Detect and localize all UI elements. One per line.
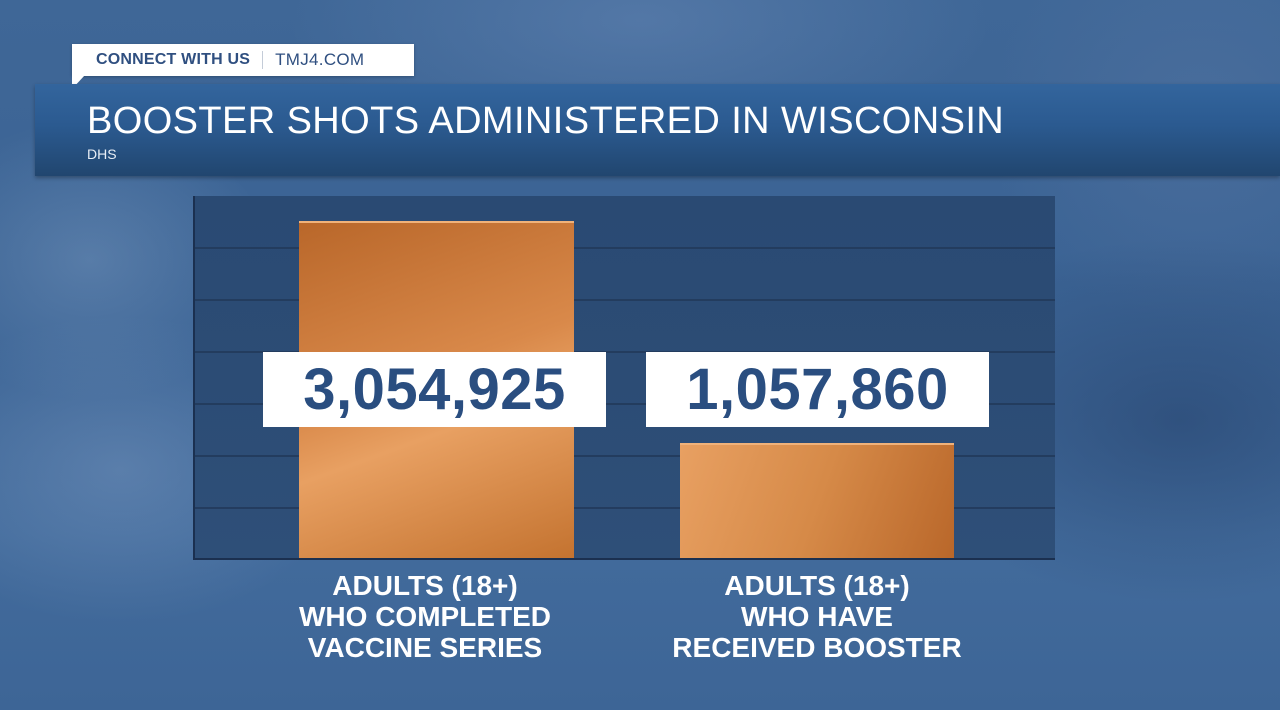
- title-bar: BOOSTER SHOTS ADMINISTERED IN WISCONSIN …: [35, 84, 1280, 176]
- category-line: WHO COMPLETED: [299, 601, 551, 632]
- connect-site: TMJ4.COM: [275, 50, 365, 69]
- chart-source: DHS: [87, 146, 117, 162]
- connect-divider: [262, 51, 264, 69]
- category-line: RECEIVED BOOSTER: [672, 632, 962, 663]
- category-line: ADULTS (18+): [724, 570, 910, 601]
- gridline: [195, 351, 1055, 353]
- category-line: ADULTS (18+): [332, 570, 518, 601]
- gridline: [195, 507, 1055, 509]
- gridline: [195, 403, 1055, 405]
- value-label-completed-series: 3,054,925: [263, 352, 606, 427]
- connect-label: CONNECT WITH US: [96, 51, 251, 68]
- gridline: [195, 247, 1055, 249]
- category-label-completed-series: ADULTS (18+) WHO COMPLETED VACCINE SERIE…: [255, 570, 595, 663]
- chart-title: BOOSTER SHOTS ADMINISTERED IN WISCONSIN: [87, 100, 1005, 142]
- value-label-received-booster: 1,057,860: [646, 352, 989, 427]
- gridline: [195, 299, 1055, 301]
- category-line: WHO HAVE: [741, 601, 893, 632]
- bar-received-booster: [680, 443, 954, 558]
- category-label-received-booster: ADULTS (18+) WHO HAVE RECEIVED BOOSTER: [647, 570, 987, 663]
- connect-with-us-tag: CONNECT WITH US TMJ4.COM: [72, 44, 414, 76]
- gridline: [195, 455, 1055, 457]
- category-line: VACCINE SERIES: [307, 632, 543, 663]
